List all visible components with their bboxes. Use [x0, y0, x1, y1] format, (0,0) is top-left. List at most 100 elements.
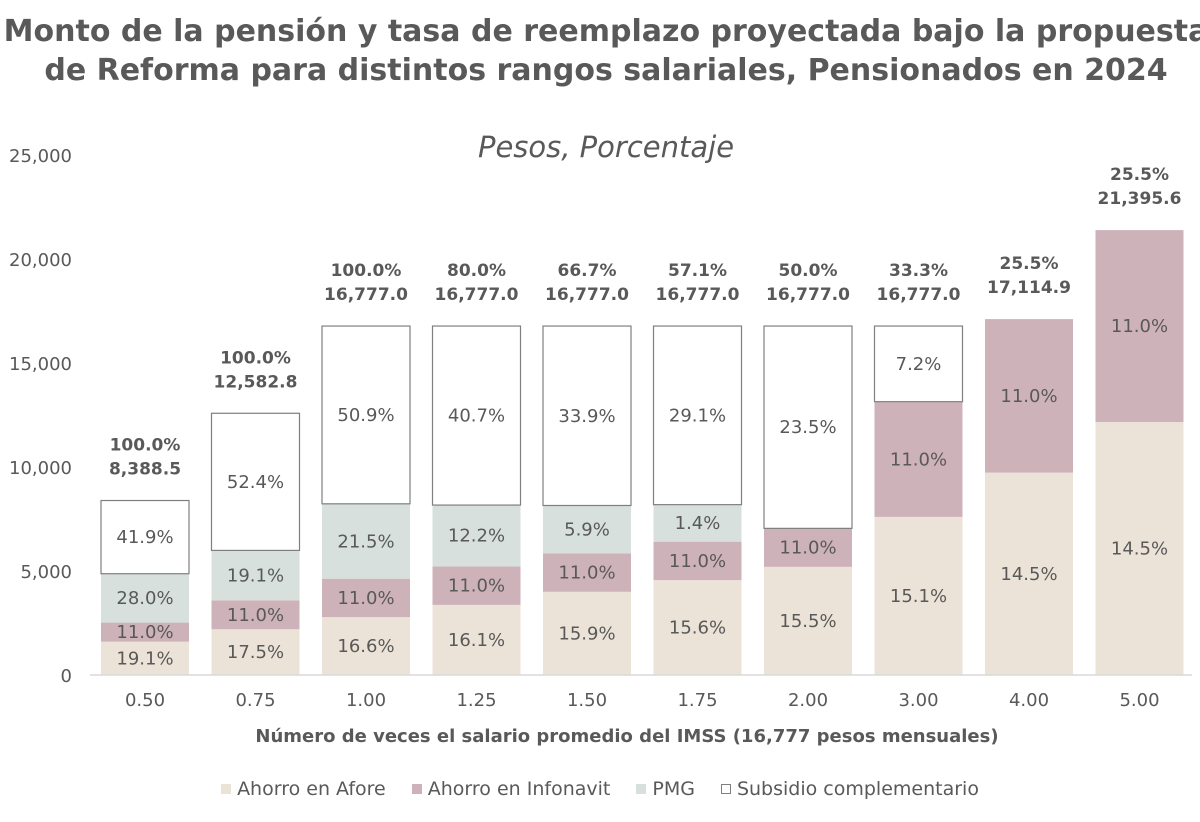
pension-total-label: 17,114.9 — [987, 278, 1071, 298]
bar-segment-label: 14.5% — [1000, 564, 1057, 585]
bar-segment-label: 12.2% — [448, 526, 505, 547]
bar-segment-label: 1.4% — [675, 513, 721, 534]
legend-item: Ahorro en Infonavit — [411, 778, 611, 800]
bar-segment — [432, 566, 521, 605]
bar-segment — [210, 412, 301, 552]
bar-segment — [211, 629, 300, 675]
x-tick-label: 0.75 — [235, 690, 275, 711]
y-axis: 0 5,000 10,000 15,000 20,000 25,000 — [9, 146, 72, 687]
bar-segment-label: 15.6% — [669, 618, 726, 639]
bar-segment — [1095, 230, 1184, 423]
bar-segment-label: 14.5% — [1111, 539, 1168, 560]
legend-label: Subsidio complementario — [736, 778, 979, 800]
bar-stack: 16.1% 11.0% 12.2% 40.7% 80.0% 16,777.0 — [431, 261, 522, 675]
bar-segment — [543, 591, 631, 675]
bar-segment-label: 11.0% — [1111, 316, 1168, 337]
bar-segment — [211, 600, 300, 630]
chart-title: Monto de la pensión y tasa de reemplazo … — [3, 14, 1200, 88]
bar-segment-label: 15.1% — [890, 586, 947, 607]
bar-segment — [322, 578, 410, 618]
x-axis: 0.50 0.75 1.00 1.25 1.50 1.75 2.00 3.00 4.00 5.00 — [125, 690, 1160, 711]
chart-subtitle: Pesos, Porcentaje — [477, 130, 735, 164]
bar-stack: 14.5% 11.0% 25.5% 21,395.6 — [1095, 165, 1184, 675]
bar-segment — [100, 499, 190, 575]
bar-segment-label: 11.0% — [337, 588, 394, 609]
bar-stack: 16.6% 11.0% 21.5% 50.9% 100.0% 16,777.0 — [321, 261, 411, 675]
pension-total-label: 16,777.0 — [435, 285, 519, 305]
bar-segment — [543, 505, 631, 554]
bar-segment-label: 33.9% — [558, 406, 615, 427]
bar-segment-label: 11.0% — [669, 551, 726, 572]
bar-segment-label: 15.5% — [779, 611, 836, 632]
bar-segment — [542, 325, 632, 507]
legend-label: Ahorro en Afore — [237, 778, 386, 800]
x-tick-label: 1.75 — [677, 690, 717, 711]
bar-segment-label: 19.1% — [227, 565, 284, 586]
bar-segment-label: 40.7% — [448, 406, 505, 427]
bar-segment — [763, 325, 853, 529]
bar-segment — [322, 503, 410, 579]
pension-total-label: 16,777.0 — [656, 285, 740, 305]
bar-segment — [431, 325, 522, 506]
legend-swatch — [720, 784, 731, 794]
pension-total-label: 21,395.6 — [1098, 189, 1182, 209]
bar-segment-label: 21.5% — [337, 531, 394, 552]
legend-item: Subsidio complementario — [720, 778, 979, 800]
bar-segment-label: 23.5% — [779, 417, 836, 438]
bar-segment — [653, 580, 742, 675]
replacement-rate-label: 25.5% — [1000, 254, 1059, 274]
bar-segment — [764, 528, 852, 567]
x-axis-label: Número de veces el salario promedio del … — [255, 726, 998, 747]
bars: 19.1% 11.0% 28.0% 41.9% 100.0% 8,388.5 17.5% 11… — [100, 165, 1184, 675]
y-tick-label: 25,000 — [9, 146, 72, 167]
bar-segment — [322, 617, 410, 675]
bar-stack: 15.1% 11.0% 7.2% 33.3% 16,777.0 — [873, 261, 964, 675]
x-tick-label: 1.00 — [346, 690, 386, 711]
legend-swatch — [411, 784, 422, 794]
x-tick-label: 5.00 — [1119, 690, 1159, 711]
bar-segment-label: 15.9% — [558, 623, 615, 644]
pension-total-label: 16,777.0 — [324, 285, 408, 305]
bar-segment — [652, 325, 743, 506]
bar-segment — [321, 325, 411, 505]
bar-stack: 17.5% 11.0% 19.1% 52.4% 100.0% 12,582.8 — [210, 348, 301, 675]
bar-segment-label: 16.1% — [448, 630, 505, 651]
replacement-rate-label: 100.0% — [331, 261, 402, 281]
x-tick-label: 3.00 — [898, 690, 938, 711]
replacement-rate-label: 33.3% — [889, 261, 948, 281]
bar-segment-label: 52.4% — [227, 472, 284, 493]
bar-segment-label: 11.0% — [1000, 386, 1057, 407]
bar-segment-label: 11.0% — [227, 605, 284, 626]
x-tick-label: 4.00 — [1009, 690, 1049, 711]
pension-total-label: 8,388.5 — [109, 460, 181, 480]
bar-segment — [432, 505, 521, 567]
y-tick-label: 20,000 — [9, 250, 72, 271]
replacement-rate-label: 80.0% — [447, 261, 506, 281]
y-tick-label: 10,000 — [9, 458, 72, 479]
bar-segment-label: 11.0% — [448, 576, 505, 597]
bar-segment — [874, 516, 963, 675]
bar-segment — [101, 622, 189, 642]
bar-segment-label: 16.6% — [337, 636, 394, 657]
bar-segment — [874, 401, 963, 517]
legend: Ahorro en Afore Ahorro en Infonavit PMG Sub… — [0, 778, 1200, 800]
legend-label: PMG — [652, 778, 695, 800]
y-tick-label: 15,000 — [9, 354, 72, 375]
bar-stack: 19.1% 11.0% 28.0% 41.9% 100.0% 8,388.5 — [100, 436, 190, 675]
legend-item: Ahorro en Afore — [221, 778, 386, 800]
legend-label: Ahorro en Infonavit — [427, 778, 611, 800]
bar-segment — [101, 573, 189, 623]
bar-stack: 14.5% 11.0% 25.5% 17,114.9 — [985, 254, 1073, 675]
bar-stack: 15.9% 11.0% 5.9% 33.9% 66.7% 16,777.0 — [542, 261, 632, 675]
legend-swatch — [636, 784, 647, 794]
bar-segment — [543, 553, 631, 592]
replacement-rate-label: 50.0% — [779, 261, 838, 281]
pension-total-label: 16,777.0 — [877, 285, 961, 305]
pension-total-label: 12,582.8 — [214, 372, 298, 392]
bar-stack: 15.6% 11.0% 1.4% 29.1% 57.1% 16,777.0 — [652, 261, 743, 675]
legend-item: PMG — [636, 778, 695, 800]
bar-segment — [985, 472, 1073, 675]
y-tick-label: 5,000 — [20, 562, 72, 583]
x-tick-label: 1.50 — [567, 690, 607, 711]
x-tick-label: 2.00 — [788, 690, 828, 711]
